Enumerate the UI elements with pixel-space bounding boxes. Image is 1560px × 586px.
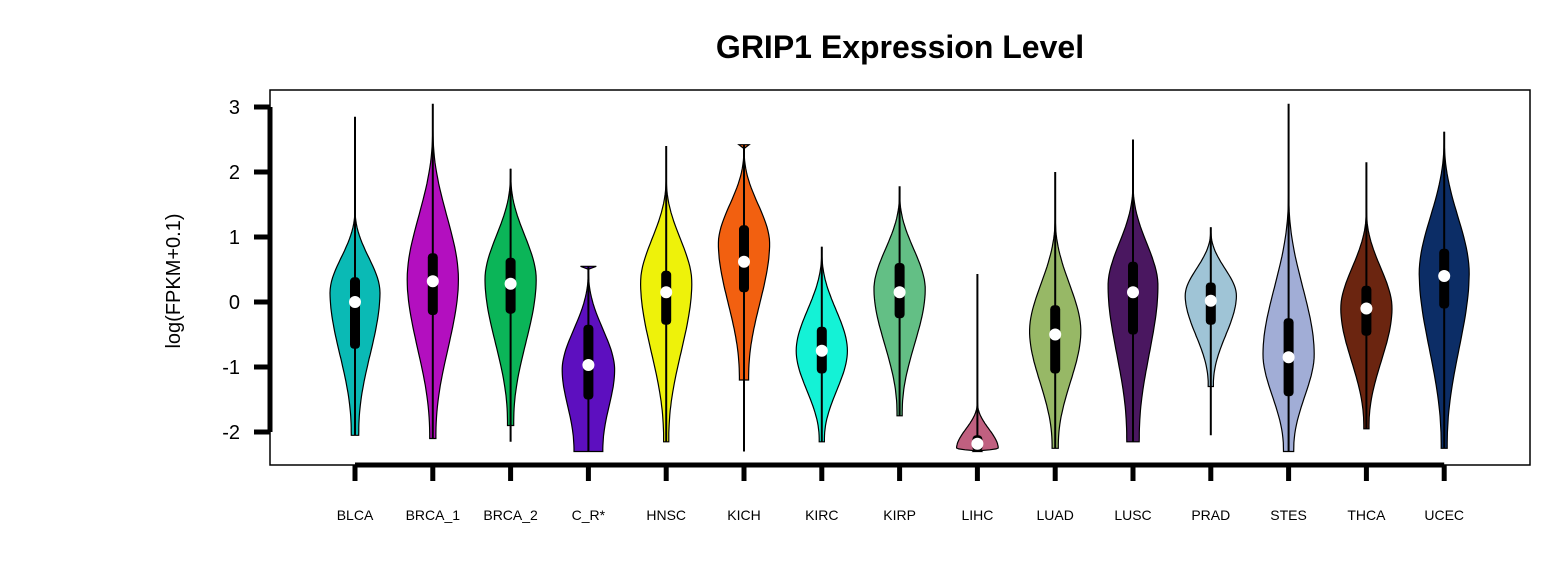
violin-median-point <box>660 286 673 299</box>
violin-lihc <box>956 274 999 453</box>
x-tick-label: KICH <box>727 507 760 523</box>
x-tick-label: STES <box>1270 507 1307 523</box>
violin-median-point <box>1438 270 1451 282</box>
x-tick-label: THCA <box>1347 507 1386 523</box>
violin-kich <box>717 144 771 452</box>
violin-median-point <box>1360 302 1373 315</box>
violin-median-point <box>582 359 595 372</box>
violin-lusc <box>1107 139 1159 443</box>
violin-thca <box>1340 162 1393 430</box>
violin-median-point <box>426 275 439 288</box>
x-tick-label: HNSC <box>646 507 686 523</box>
violin-median-point <box>815 344 828 357</box>
violin-median-point <box>1049 328 1062 341</box>
violin-blca <box>329 116 381 436</box>
violin-median-point <box>504 277 517 290</box>
violin-median-point <box>893 286 906 299</box>
x-tick-label: KIRC <box>805 507 838 523</box>
y-tick-label: -2 <box>222 422 240 444</box>
x-tick-label: BRCA_1 <box>406 507 461 523</box>
y-tick-label: 1 <box>229 227 240 249</box>
violin-median-point <box>971 437 984 450</box>
violin-brca-1 <box>406 103 460 440</box>
x-tick-label: KIRP <box>883 507 916 523</box>
x-tick-label: BLCA <box>337 507 374 523</box>
violin-median-point <box>738 255 750 268</box>
violin-series <box>329 103 1470 453</box>
violin-median-point <box>349 296 361 308</box>
x-tick-label: PRAD <box>1191 507 1230 523</box>
violin-kirp <box>873 186 926 417</box>
chart-title: GRIP1 Expression Level <box>716 29 1084 65</box>
y-tick-label: 3 <box>229 97 240 119</box>
x-tick-label: LUSC <box>1114 507 1151 523</box>
violin-median-point <box>1127 286 1139 299</box>
violin-ucec <box>1418 131 1470 449</box>
violin-luad <box>1029 172 1082 449</box>
x-tick-label: LIHC <box>961 507 993 523</box>
x-tick-label: UCEC <box>1424 507 1464 523</box>
x-axis: BLCA BRCA_1 BRCA_2 C_R* HNSC KICH KIRC KIRP LIHC… <box>337 462 1464 523</box>
violin-hnsc <box>639 146 693 443</box>
y-tick-label: 2 <box>229 162 240 184</box>
x-tick-label: BRCA_2 <box>483 507 538 523</box>
violin-stes <box>1262 103 1315 453</box>
violin-brca-2 <box>484 168 537 442</box>
x-tick-label: LUAD <box>1037 507 1074 523</box>
violin-prad <box>1184 227 1238 436</box>
y-tick-label: -1 <box>222 357 240 379</box>
violin-median-point <box>1282 351 1295 364</box>
y-tick-label: 0 <box>229 292 240 314</box>
y-axis: 3 2 1 0 -1 -2 <box>222 97 273 444</box>
violin-c-r- <box>561 265 616 453</box>
y-axis-label: log(FPKM+0.1) <box>163 213 185 348</box>
violin-kirc <box>795 246 849 443</box>
violin-iqr-box <box>350 277 360 349</box>
x-tick-label: C_R* <box>572 507 606 523</box>
violin-median-point <box>1204 294 1217 307</box>
